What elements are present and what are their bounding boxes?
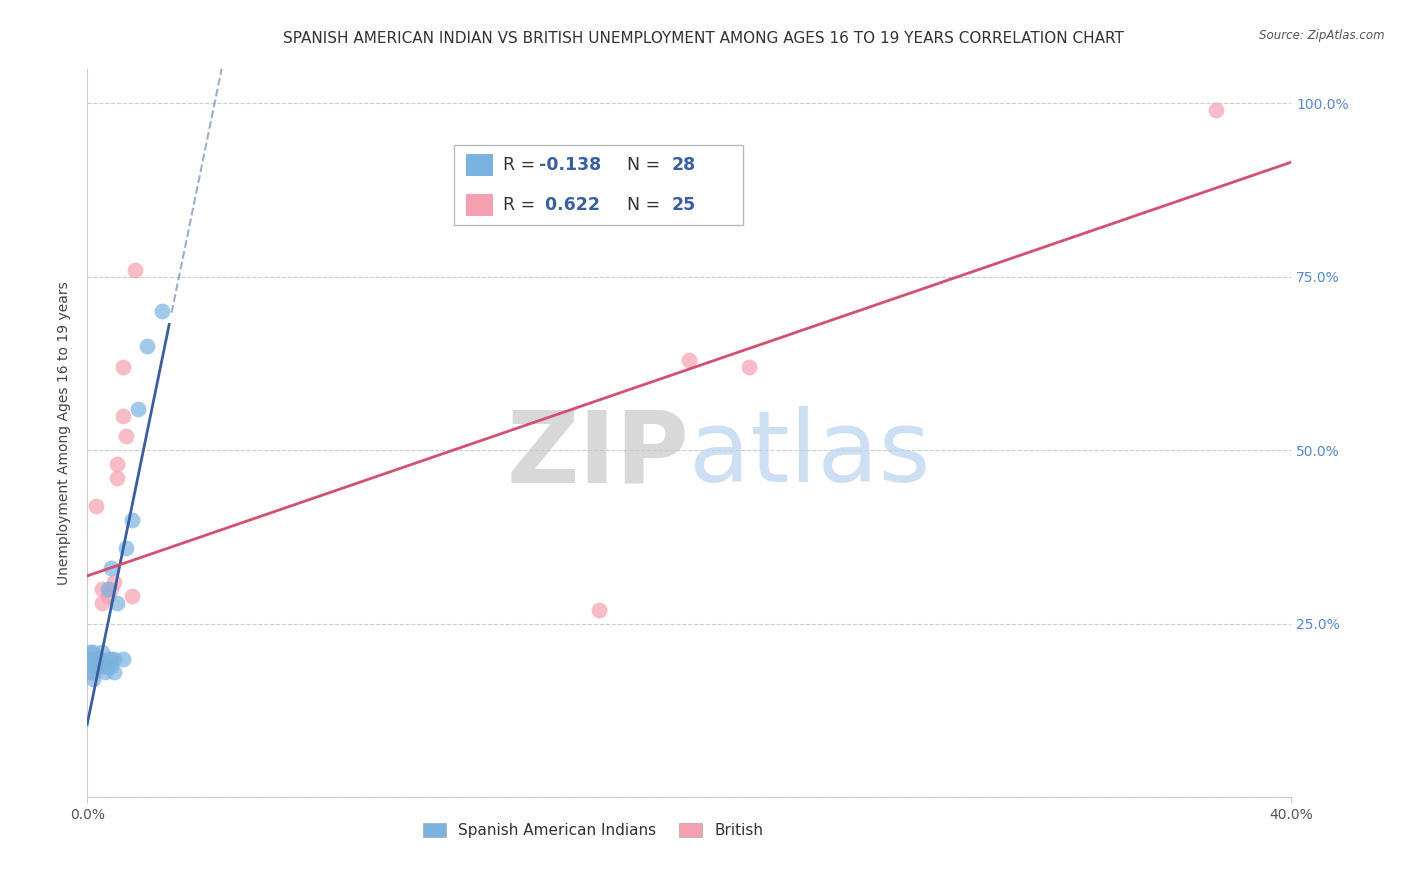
Point [121, 589, 143, 603]
Text: 25: 25 [671, 196, 696, 214]
Point [84, 658, 107, 673]
Point [100, 582, 122, 597]
Text: -0.138: -0.138 [538, 156, 600, 174]
Point [588, 603, 610, 617]
Point [105, 471, 128, 485]
Point [79, 651, 101, 665]
Point [84, 651, 107, 665]
Text: atlas: atlas [689, 407, 931, 503]
Point [112, 409, 135, 423]
Point [127, 401, 149, 416]
Point [91, 645, 114, 659]
Text: R =: R = [502, 156, 540, 174]
FancyBboxPatch shape [467, 154, 494, 177]
FancyBboxPatch shape [454, 145, 744, 226]
Text: SPANISH AMERICAN INDIAN VS BRITISH UNEMPLOYMENT AMONG AGES 16 TO 19 YEARS CORREL: SPANISH AMERICAN INDIAN VS BRITISH UNEMP… [283, 31, 1123, 46]
Point [97, 658, 120, 673]
Point [79, 645, 101, 659]
Point [79, 651, 101, 665]
Point [1205, 103, 1227, 118]
Point [136, 339, 159, 353]
Text: ZIP: ZIP [506, 407, 689, 503]
Point [100, 658, 122, 673]
Point [82, 673, 104, 687]
Point [121, 513, 143, 527]
Point [84, 658, 107, 673]
Point [97, 651, 120, 665]
Text: 28: 28 [671, 156, 696, 174]
Point [124, 263, 146, 277]
Point [82, 665, 104, 680]
Point [79, 658, 101, 673]
Point [91, 658, 114, 673]
Point [112, 651, 135, 665]
Point [97, 589, 120, 603]
Point [89, 651, 111, 665]
Point [738, 359, 761, 374]
Point [115, 541, 138, 555]
Point [100, 651, 122, 665]
Legend: Spanish American Indians, British: Spanish American Indians, British [416, 817, 769, 845]
Point [115, 429, 138, 443]
Point [82, 645, 104, 659]
Point [94, 658, 117, 673]
Point [94, 658, 117, 673]
Text: 0.622: 0.622 [538, 196, 600, 214]
Point [89, 658, 111, 673]
Point [79, 665, 101, 680]
Text: R =: R = [502, 196, 540, 214]
Y-axis label: Unemployment Among Ages 16 to 19 years: Unemployment Among Ages 16 to 19 years [58, 281, 72, 585]
Text: N =: N = [616, 196, 665, 214]
Point [105, 596, 128, 610]
FancyBboxPatch shape [467, 194, 494, 217]
Point [103, 651, 125, 665]
Text: N =: N = [616, 156, 665, 174]
Point [91, 596, 114, 610]
Point [82, 658, 104, 673]
Point [678, 353, 700, 368]
Point [152, 304, 174, 318]
Point [82, 651, 104, 665]
Point [89, 651, 111, 665]
Point [103, 575, 125, 590]
Text: Source: ZipAtlas.com: Source: ZipAtlas.com [1260, 29, 1385, 42]
Point [97, 582, 120, 597]
Point [84, 499, 107, 513]
Point [91, 582, 114, 597]
Point [100, 561, 122, 575]
Point [94, 665, 117, 680]
Point [105, 457, 128, 471]
Point [112, 359, 135, 374]
Point [103, 665, 125, 680]
